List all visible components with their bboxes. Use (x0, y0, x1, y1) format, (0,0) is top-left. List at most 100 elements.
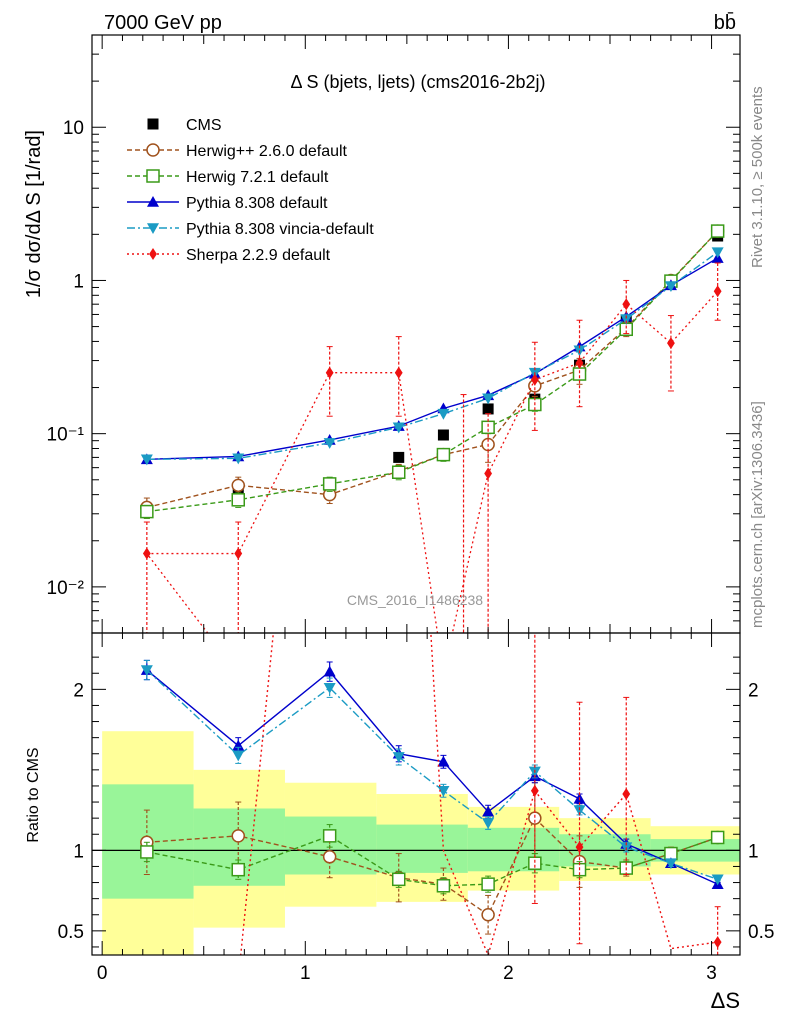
process-label: bb̄ (714, 11, 736, 34)
legend-marker-sherpa-2-2-9-default (149, 248, 157, 260)
main-series-pythia-8-308-default (140, 252, 724, 465)
ratio-panel-frame (91, 632, 741, 956)
rivet-side-label: Rivet 3.1.10, ≥ 500k events (749, 86, 766, 268)
ratio-line-pythia-8-308-vincia-default (146, 669, 718, 880)
ratio-point-herwig-7-2-1-default-2 (322, 829, 337, 843)
main-point-herwig-7-2-1-default-4 (436, 447, 451, 462)
xtick-label: 1 (300, 963, 311, 984)
ratio-point-pythia-8-308-vincia-default-0 (140, 665, 153, 677)
ratio-panel-series (140, 633, 725, 955)
main-point-sherpa-2-2-9-default-1 (234, 547, 243, 560)
main-line-pythia-8-308-default (146, 257, 719, 461)
main-y-axis-label: 1/σ dσ/dΔ S [1/rad] (23, 130, 45, 298)
legend-marker-herwig-7-2-1-default (146, 169, 160, 183)
ratio-point-sherpa-2-2-9-default-10 (713, 936, 722, 949)
main-series-herwig-7-2-1-default (140, 224, 725, 519)
ratio-point-herwig-2-6-0-default-1 (231, 829, 246, 843)
main-line-herwig-2-6-0-default (146, 230, 719, 509)
ratio-point-sherpa-2-2-9-default-7 (575, 841, 584, 854)
main-line-sherpa-2-2-9-default (145, 290, 719, 633)
legend: CMS Herwig++ 2.6.0 default Herwig 7.2.1 de… (127, 117, 374, 264)
legend-label-sherpa-2-2-9-default: Sherpa 2.2.9 default (186, 247, 331, 264)
ratio-uncertainty-bands (102, 731, 740, 955)
main-point-herwig-2-6-0-default-1 (231, 478, 246, 493)
legend-marker-cms (147, 118, 159, 130)
mcplots-side-label: mcplots.cern.ch [arXiv:1306.3436] (749, 401, 766, 628)
ratio-point-pythia-8-308-default-5 (482, 805, 495, 817)
main-ytick-label: 1 (73, 271, 84, 292)
main-ytick-label: 10⁻² (47, 578, 85, 599)
main-panel-series (140, 224, 725, 633)
ratio-point-sherpa-2-2-9-default-6 (530, 784, 539, 797)
main-point-sherpa-2-2-9-default-8 (622, 298, 631, 311)
main-point-pythia-8-308-vincia-default-2 (323, 438, 336, 449)
main-point-herwig-7-2-1-default-7 (572, 367, 587, 381)
ratio-point-pythia-8-308-vincia-default-5 (482, 818, 495, 829)
main-point-sherpa-2-2-9-default-6 (530, 373, 539, 386)
ratio-ytick-label-right: 2 (748, 680, 759, 701)
xtick-label: 2 (503, 963, 514, 984)
band-green-4 (467, 827, 560, 872)
main-point-sherpa-2-2-9-default-7 (575, 356, 584, 369)
main-line-herwig-7-2-1-default (146, 230, 719, 513)
main-point-herwig-7-2-1-default-2 (322, 477, 337, 491)
main-point-pythia-8-308-vincia-default-1 (232, 453, 245, 465)
plot-title: Δ S (bjets, ljets) (cms2016-2b2j) (290, 72, 545, 92)
ratio-point-herwig-7-2-1-default-5 (481, 877, 495, 891)
main-series-herwig-2-6-0-default (140, 224, 725, 519)
main-ytick-label: 10 (63, 118, 84, 139)
ratio-point-pythia-8-308-default-4 (437, 755, 450, 767)
ratio-point-herwig-2-6-0-default-2 (322, 850, 337, 864)
main-ytick-label: 10⁻¹ (47, 425, 85, 446)
ratio-series-pythia-8-308-vincia-default (140, 659, 724, 886)
main-point-pythia-8-308-vincia-default-5 (482, 393, 495, 405)
main-point-pythia-8-308-vincia-default-4 (437, 408, 450, 420)
main-point-herwig-7-2-1-default-10 (710, 224, 725, 238)
ratio-point-pythia-8-308-vincia-default-9 (664, 858, 677, 870)
main-point-pythia-8-308-vincia-default-8 (620, 314, 633, 326)
xtick-label: 0 (97, 963, 108, 984)
ratio-point-herwig-2-6-0-default-5 (481, 908, 495, 922)
ratio-point-pythia-8-308-vincia-default-4 (437, 785, 450, 797)
ratio-point-herwig-7-2-1-default-1 (231, 862, 246, 877)
main-point-cms-4 (437, 429, 449, 441)
ratio-point-pythia-8-308-vincia-default-1 (232, 750, 245, 762)
ratio-ytick-label-left: 0.5 (58, 922, 84, 943)
main-series-pythia-8-308-vincia-default (140, 247, 724, 466)
ratio-point-sherpa-2-2-9-default-8 (622, 788, 631, 800)
ratio-point-herwig-7-2-1-default-0 (140, 845, 154, 859)
legend-marker-pythia-8-308-default (147, 196, 159, 207)
ratio-point-herwig-7-2-1-default-3 (391, 872, 406, 887)
main-point-herwig-7-2-1-default-1 (231, 493, 246, 507)
ratio-point-herwig-7-2-1-default-4 (436, 879, 451, 893)
main-series-cms (141, 230, 724, 515)
main-point-sherpa-2-2-9-default-0 (142, 547, 151, 560)
main-point-cms-5 (482, 403, 494, 415)
legend-label-herwig-7-2-1-default: Herwig 7.2.1 default (186, 169, 329, 186)
xtick-label: 3 (706, 963, 717, 984)
legend-marker-herwig-2-6-0-default (146, 143, 160, 157)
main-point-sherpa-2-2-9-default-3 (394, 366, 403, 379)
ratio-ytick-label-right: 0.5 (748, 922, 774, 943)
main-series-sherpa-2-2-9-default (142, 262, 722, 633)
legend-label-cms: CMS (186, 117, 222, 134)
main-point-sherpa-2-2-9-default-5 (484, 467, 493, 480)
energy-label: 7000 GeV pp (104, 12, 222, 34)
ratio-point-pythia-8-308-vincia-default-3 (392, 752, 405, 763)
legend-label-pythia-8-308-default: Pythia 8.308 default (186, 195, 328, 212)
ratio-line-sherpa-2-2-9-default (240, 633, 718, 955)
main-point-sherpa-2-2-9-default-9 (667, 337, 675, 350)
legend-label-herwig-2-6-0-default: Herwig++ 2.6.0 default (186, 143, 348, 160)
band-green-2 (284, 816, 377, 875)
main-point-pythia-8-308-vincia-default-10 (711, 247, 724, 259)
main-point-sherpa-2-2-9-default-10 (713, 285, 722, 298)
main-point-herwig-7-2-1-default-3 (391, 465, 406, 479)
watermark: CMS_2016_I1486238 (347, 592, 483, 608)
band-green-3 (376, 824, 468, 873)
main-point-sherpa-2-2-9-default-2 (325, 366, 334, 379)
main-line-pythia-8-308-vincia-default (146, 251, 719, 461)
ratio-point-herwig-7-2-1-default-10 (710, 830, 725, 845)
main-point-pythia-8-308-vincia-default-3 (392, 422, 405, 434)
ratio-ytick-label-left: 2 (73, 680, 84, 701)
